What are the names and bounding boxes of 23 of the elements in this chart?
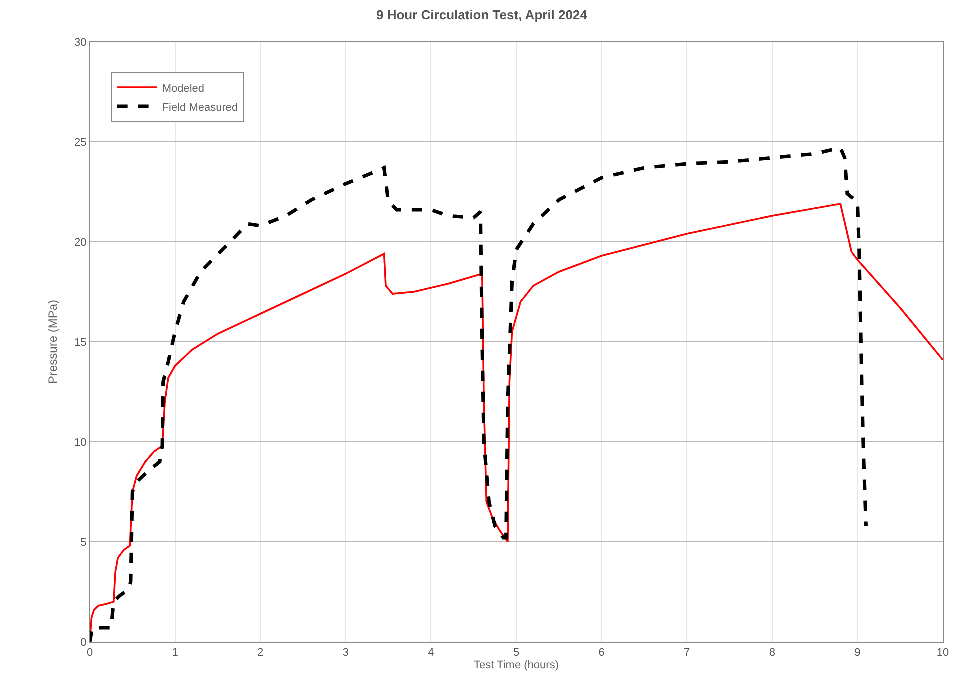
chart-title: 9 Hour Circulation Test, April 2024	[376, 7, 588, 22]
y-tick-label: 0	[80, 636, 87, 649]
x-tick-label: 5	[513, 647, 520, 660]
legend-label: Field Measured	[162, 102, 238, 114]
line-series	[90, 146, 868, 642]
x-tick-label: 10	[936, 647, 950, 660]
y-tick-label: 10	[74, 436, 87, 449]
x-tick-label: 6	[598, 647, 605, 660]
y-tick-label: 5	[80, 536, 87, 549]
y-axis-title: Pressure (MPa)	[46, 300, 60, 384]
legend-label: Modeled	[162, 82, 205, 95]
x-axis-title: Test Time (hours)	[474, 659, 559, 672]
y-tick-label: 20	[74, 236, 87, 249]
y-tick-label: 25	[74, 136, 87, 149]
x-tick-label: 2	[258, 647, 264, 660]
x-tick-label: 3	[342, 647, 349, 660]
x-tick-label: 4	[428, 647, 434, 660]
x-tick-label: 9	[854, 647, 861, 660]
x-tick-label: 7	[684, 647, 690, 660]
x-tick-label: 8	[769, 647, 776, 660]
y-tick-label: 15	[74, 336, 87, 349]
y-tick-label: 30	[74, 36, 87, 49]
x-tick-label: 1	[172, 647, 178, 660]
